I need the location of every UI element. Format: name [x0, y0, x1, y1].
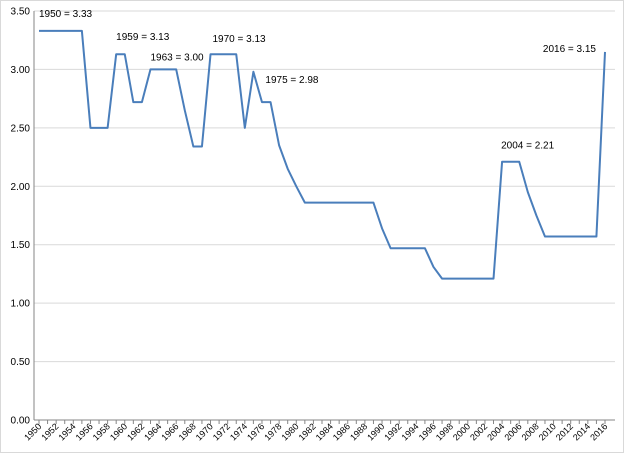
x-tick-label: 1984 — [314, 421, 335, 442]
x-tick-label: 2002 — [468, 421, 489, 442]
x-tick-label: 1968 — [177, 421, 198, 442]
x-tick-label: 1986 — [331, 421, 352, 442]
data-label: 1975 = 2.98 — [265, 75, 319, 86]
x-tick-label: 1970 — [194, 421, 215, 442]
x-tick-label: 2008 — [520, 421, 541, 442]
x-tick-label: 1956 — [74, 421, 95, 442]
x-tick-label: 1966 — [159, 421, 180, 442]
x-tick-label: 1958 — [91, 421, 112, 442]
x-tick-label: 2010 — [537, 421, 558, 442]
y-tick-label: 2.50 — [11, 123, 31, 134]
data-label: 1959 = 3.13 — [116, 32, 170, 43]
y-tick-label: 3.50 — [11, 7, 31, 18]
x-tick-label: 1998 — [434, 421, 455, 442]
gridlines — [34, 11, 615, 420]
y-tick-label: 3.00 — [11, 65, 31, 76]
x-tick-label: 1994 — [400, 421, 421, 442]
x-tick-label: 1978 — [262, 421, 283, 442]
y-tick-label: 0.50 — [11, 357, 31, 368]
annotations: 1950 = 3.33 1959 = 3.13 1963 = 3.00 1970 = … — [39, 9, 596, 152]
x-tick-label: 1962 — [125, 421, 146, 442]
data-label: 2016 = 3.15 — [543, 44, 597, 55]
x-tick-label: 2016 — [588, 421, 609, 442]
x-tick-label: 1996 — [417, 421, 438, 442]
data-label: 1970 = 3.13 — [213, 34, 267, 45]
x-tick-label: 1952 — [39, 421, 60, 442]
x-tick-label: 1974 — [228, 421, 249, 442]
x-tick-label: 2004 — [485, 421, 506, 442]
x-tick-label: 2000 — [451, 421, 472, 442]
y-axis-tick-labels: 0.00 0.50 1.00 1.50 2.00 2.50 3.00 3.50 — [11, 7, 31, 427]
x-tick-label: 1980 — [279, 421, 300, 442]
data-label: 2004 = 2.21 — [501, 141, 555, 152]
x-tick-label: 2014 — [571, 421, 592, 442]
x-axis-tick-labels: 1950195219541956195819601962196419661968… — [22, 421, 609, 442]
x-tick-label: 1982 — [297, 421, 318, 442]
y-tick-label: 1.50 — [11, 240, 31, 251]
x-tick-label: 1960 — [108, 421, 129, 442]
x-tick-label: 1972 — [211, 421, 232, 442]
x-tick-label: 1992 — [382, 421, 403, 442]
data-label: 1950 = 3.33 — [39, 9, 93, 20]
x-tick-label: 1976 — [245, 421, 266, 442]
x-tick-label: 2012 — [554, 421, 575, 442]
y-tick-label: 2.00 — [11, 182, 31, 193]
x-tick-label: 1988 — [348, 421, 369, 442]
x-tick-label: 2006 — [502, 421, 523, 442]
data-label: 1963 = 3.00 — [150, 52, 204, 63]
x-tick-label: 1964 — [142, 421, 163, 442]
series-layer — [39, 31, 605, 279]
y-tick-label: 1.00 — [11, 299, 31, 310]
x-tick-label: 1990 — [365, 421, 386, 442]
x-tick-label: 1954 — [56, 421, 77, 442]
y-tick-label: 0.00 — [11, 416, 31, 427]
series-line — [39, 31, 605, 279]
